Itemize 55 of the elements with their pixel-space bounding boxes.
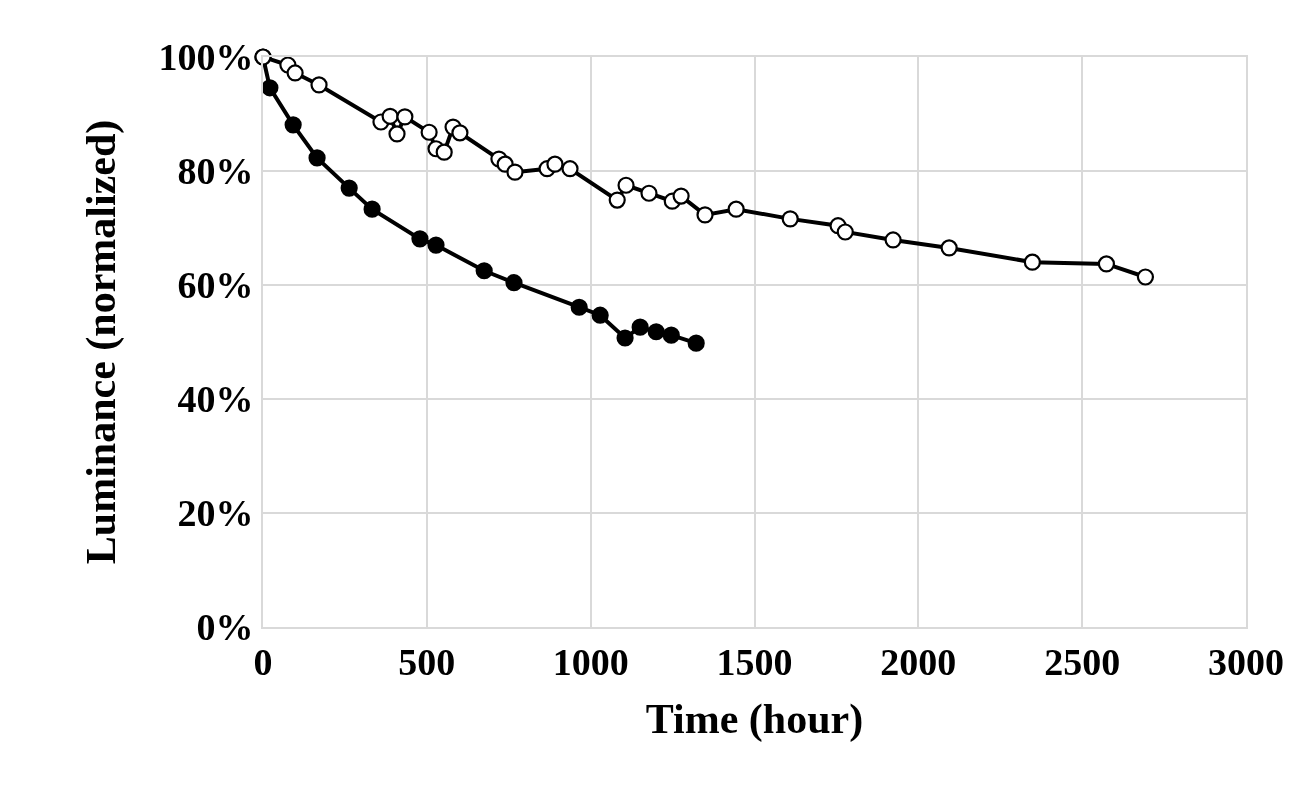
x-tick-label: 0 — [253, 640, 273, 683]
point — [884, 231, 902, 249]
point — [411, 230, 429, 248]
point — [631, 318, 649, 336]
x-tick-label: 2500 — [1044, 640, 1121, 683]
y-axis-title: Luminance (normalized) — [77, 119, 125, 565]
point — [616, 329, 634, 347]
point — [687, 334, 705, 352]
point — [781, 210, 799, 228]
y-tick-label: 0% — [196, 606, 254, 649]
point — [396, 108, 414, 126]
x-tick-label: 1500 — [716, 640, 793, 683]
point — [505, 274, 523, 292]
point — [647, 323, 665, 341]
point — [340, 179, 358, 197]
point — [546, 155, 564, 173]
point — [286, 64, 304, 82]
point — [261, 79, 279, 97]
point — [608, 191, 626, 209]
y-tick-label: 80% — [177, 150, 254, 193]
point — [561, 160, 579, 178]
point — [427, 236, 445, 254]
point — [310, 76, 328, 94]
point — [284, 116, 302, 134]
point — [451, 124, 469, 142]
point — [672, 187, 690, 205]
point — [617, 176, 635, 194]
point — [363, 200, 381, 218]
point — [591, 306, 609, 324]
point — [308, 149, 326, 167]
x-tick-label: 2000 — [880, 640, 957, 683]
y-tick-label: 100% — [158, 36, 254, 79]
point — [662, 326, 680, 344]
point — [381, 107, 399, 125]
point — [727, 200, 745, 218]
x-tick-label: 500 — [398, 640, 456, 683]
point — [420, 123, 438, 141]
point — [940, 239, 958, 257]
y-tick-label: 40% — [177, 378, 254, 421]
point — [1097, 255, 1116, 273]
point — [435, 143, 453, 161]
x-axis-title: Time (hour) — [645, 696, 864, 743]
point — [506, 163, 524, 181]
point — [836, 223, 854, 241]
y-tick-label: 20% — [177, 492, 254, 535]
point — [1136, 268, 1155, 286]
x-tick-label: 3000 — [1208, 640, 1284, 683]
point — [640, 184, 658, 202]
point — [1023, 253, 1041, 271]
point — [475, 262, 493, 280]
y-tick-label: 60% — [177, 264, 254, 307]
point — [696, 206, 714, 224]
x-tick-label: 1000 — [552, 640, 629, 683]
point — [388, 125, 406, 143]
point — [570, 298, 588, 316]
